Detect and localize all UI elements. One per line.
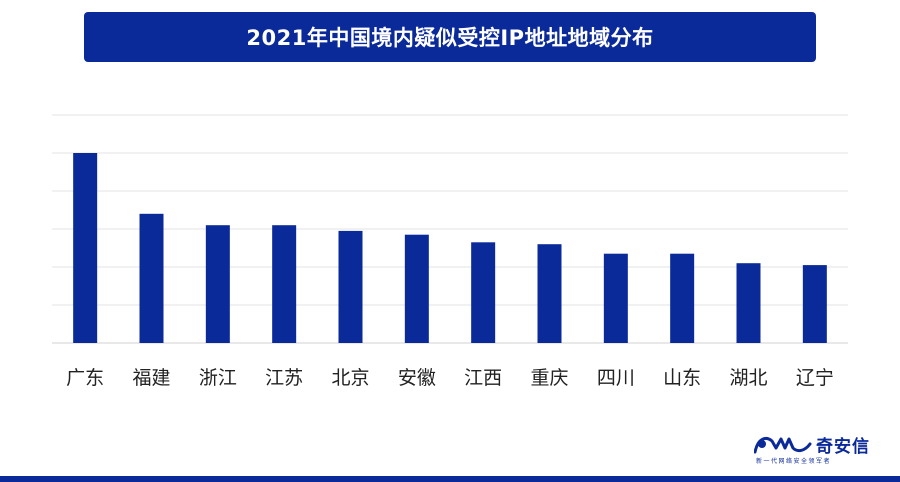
- bar-chart: 广东 福建 浙江 江苏 北京 安徽 江西 重庆 四川 山东 湖北 辽宁: [52, 114, 848, 389]
- bar-重庆: [537, 244, 562, 343]
- logo-icon: [754, 437, 812, 454]
- category-label: 辽宁: [796, 367, 834, 389]
- bar-安徽: [404, 234, 429, 343]
- bars: [73, 153, 827, 343]
- gridlines: [52, 114, 848, 344]
- bar-福建: [139, 213, 164, 343]
- bar-北京: [338, 230, 363, 343]
- category-label: 北京: [331, 367, 369, 389]
- category-label: 福建: [132, 367, 170, 389]
- category-label: 广东: [66, 367, 104, 389]
- category-label: 安徽: [398, 367, 436, 389]
- bar-四川: [603, 253, 628, 343]
- category-label: 江苏: [265, 367, 303, 389]
- category-label: 浙江: [199, 367, 237, 389]
- chart-title: 2021年中国境内疑似受控IP地址地域分布: [246, 26, 654, 50]
- bar-广东: [73, 153, 98, 343]
- bar-江苏: [272, 225, 297, 343]
- brand-logo: 奇安信 新一代网络安全领军者: [754, 432, 884, 468]
- bar-辽宁: [802, 265, 827, 343]
- category-label: 湖北: [729, 367, 767, 389]
- category-label: 山东: [663, 367, 701, 389]
- bottom-accent-strip: [0, 476, 900, 482]
- category-label: 重庆: [530, 367, 568, 389]
- bar-湖北: [736, 263, 761, 343]
- category-label: 江西: [464, 367, 502, 389]
- chart-title-banner: 2021年中国境内疑似受控IP地址地域分布: [84, 12, 816, 62]
- bar-山东: [670, 253, 695, 343]
- logo-name: 奇安信: [816, 437, 870, 457]
- logo-tagline: 新一代网络安全领军者: [756, 458, 832, 465]
- bar-江西: [471, 242, 496, 343]
- category-label: 四川: [597, 367, 635, 389]
- category-labels: 广东 福建 浙江 江苏 北京 安徽 江西 重庆 四川 山东 湖北 辽宁: [66, 367, 834, 389]
- bar-浙江: [205, 225, 230, 343]
